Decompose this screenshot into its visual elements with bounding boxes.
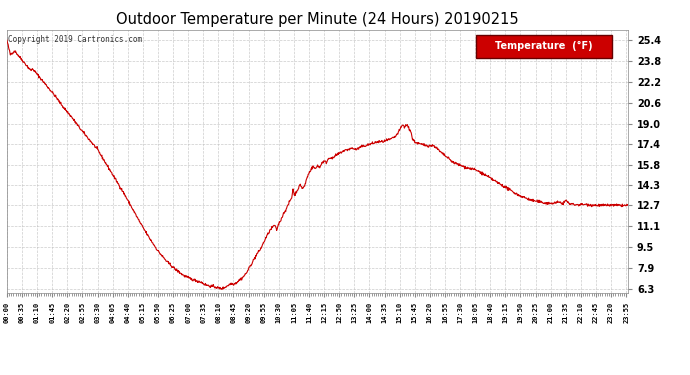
Text: Copyright 2019 Cartronics.com: Copyright 2019 Cartronics.com — [8, 35, 142, 44]
Title: Outdoor Temperature per Minute (24 Hours) 20190215: Outdoor Temperature per Minute (24 Hours… — [116, 12, 519, 27]
Text: Temperature  (°F): Temperature (°F) — [495, 41, 593, 51]
FancyBboxPatch shape — [476, 35, 613, 58]
